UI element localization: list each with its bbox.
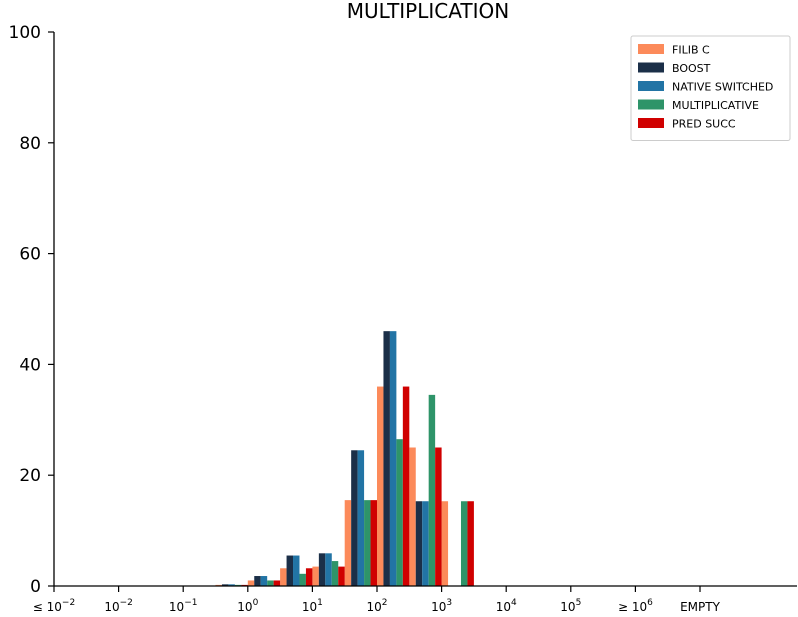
bars-group	[215, 331, 474, 586]
bar-multiplicative	[267, 580, 274, 586]
bar-boost	[221, 584, 229, 586]
legend: FILIB C BOOST NATIVE SWITCHED MULTIPLICATIV…	[630, 35, 791, 141]
bar-native-switched	[357, 450, 365, 586]
legend-swatch	[638, 44, 664, 54]
bar-native-switched	[389, 331, 397, 586]
bar-boost	[383, 331, 390, 586]
bar-native-switched	[260, 576, 268, 586]
bar-native-switched	[293, 555, 300, 586]
bar-pred-succ	[273, 580, 281, 586]
bar-filib-c	[280, 568, 287, 586]
y-tick-label: 60	[19, 245, 41, 265]
legend-swatch	[638, 62, 664, 73]
bar-multiplicative	[428, 394, 436, 586]
legend-swatch	[638, 99, 664, 110]
bar-filib-c	[312, 566, 319, 586]
legend-swatch	[638, 81, 664, 91]
legend-label: PRED SUCC	[672, 118, 736, 131]
bar-pred-succ	[435, 447, 442, 586]
y-tick-label: 80	[19, 134, 41, 154]
x-ticks-group: ≤ 10−2 10−2 10−1 100 101 102 103 104 105 ≥ 106 EMP…	[33, 586, 721, 614]
bar-filib-c	[247, 580, 255, 586]
x-tick-label: 102	[366, 598, 387, 614]
axes-group	[53, 32, 797, 587]
bar-pred-succ	[370, 500, 377, 586]
bar-native-switched	[325, 553, 332, 586]
y-tick-label: 0	[30, 577, 41, 597]
legend-label: MULTIPLICATIVE	[672, 99, 759, 112]
y-ticks-group: 0 20 40 60 80 100	[9, 23, 54, 597]
legend-label: NATIVE SWITCHED	[672, 81, 773, 94]
bar-filib-c	[441, 501, 449, 586]
x-tick-label: 101	[302, 598, 323, 614]
bar-filib-c	[377, 386, 384, 586]
x-tick-label: 105	[560, 598, 581, 614]
x-tick-label: 10−1	[169, 598, 198, 614]
x-tick-label: EMPTY	[680, 600, 721, 614]
bar-boost	[254, 576, 261, 586]
bar-native-switched	[422, 501, 429, 586]
legend-swatch	[638, 118, 664, 128]
bar-multiplicative	[364, 500, 371, 586]
bar-boost	[286, 555, 294, 586]
bar-pred-succ	[305, 568, 313, 586]
bar-pred-succ	[338, 566, 345, 586]
y-tick-label: 20	[19, 466, 41, 486]
x-tick-label: 100	[237, 598, 258, 614]
bar-native-switched	[228, 584, 235, 586]
x-tick-label: 103	[431, 598, 452, 614]
bar-multiplicative	[396, 439, 403, 586]
legend-label: FILIB C	[672, 44, 710, 57]
x-tick-label: 10−2	[104, 598, 133, 614]
legend-label: BOOST	[672, 62, 711, 75]
y-tick-label: 40	[19, 355, 41, 375]
bar-boost	[415, 501, 423, 586]
legend-frame	[630, 35, 791, 141]
chart-title: MULTIPLICATION	[347, 0, 509, 23]
bar-filib-c	[344, 500, 352, 586]
bar-multiplicative	[331, 561, 339, 586]
bar-pred-succ	[402, 386, 410, 586]
bar-boost	[318, 553, 326, 586]
bar-pred-succ	[467, 501, 474, 586]
x-tick-label: ≤ 10−2	[33, 598, 75, 614]
x-tick-label: ≥ 106	[618, 598, 653, 614]
bar-boost	[351, 450, 358, 586]
bar-multiplicative	[299, 573, 306, 586]
y-tick-label: 100	[9, 23, 41, 43]
bar-filib-c	[409, 447, 416, 586]
bar-multiplicative	[460, 501, 468, 586]
x-tick-label: 104	[496, 598, 517, 614]
